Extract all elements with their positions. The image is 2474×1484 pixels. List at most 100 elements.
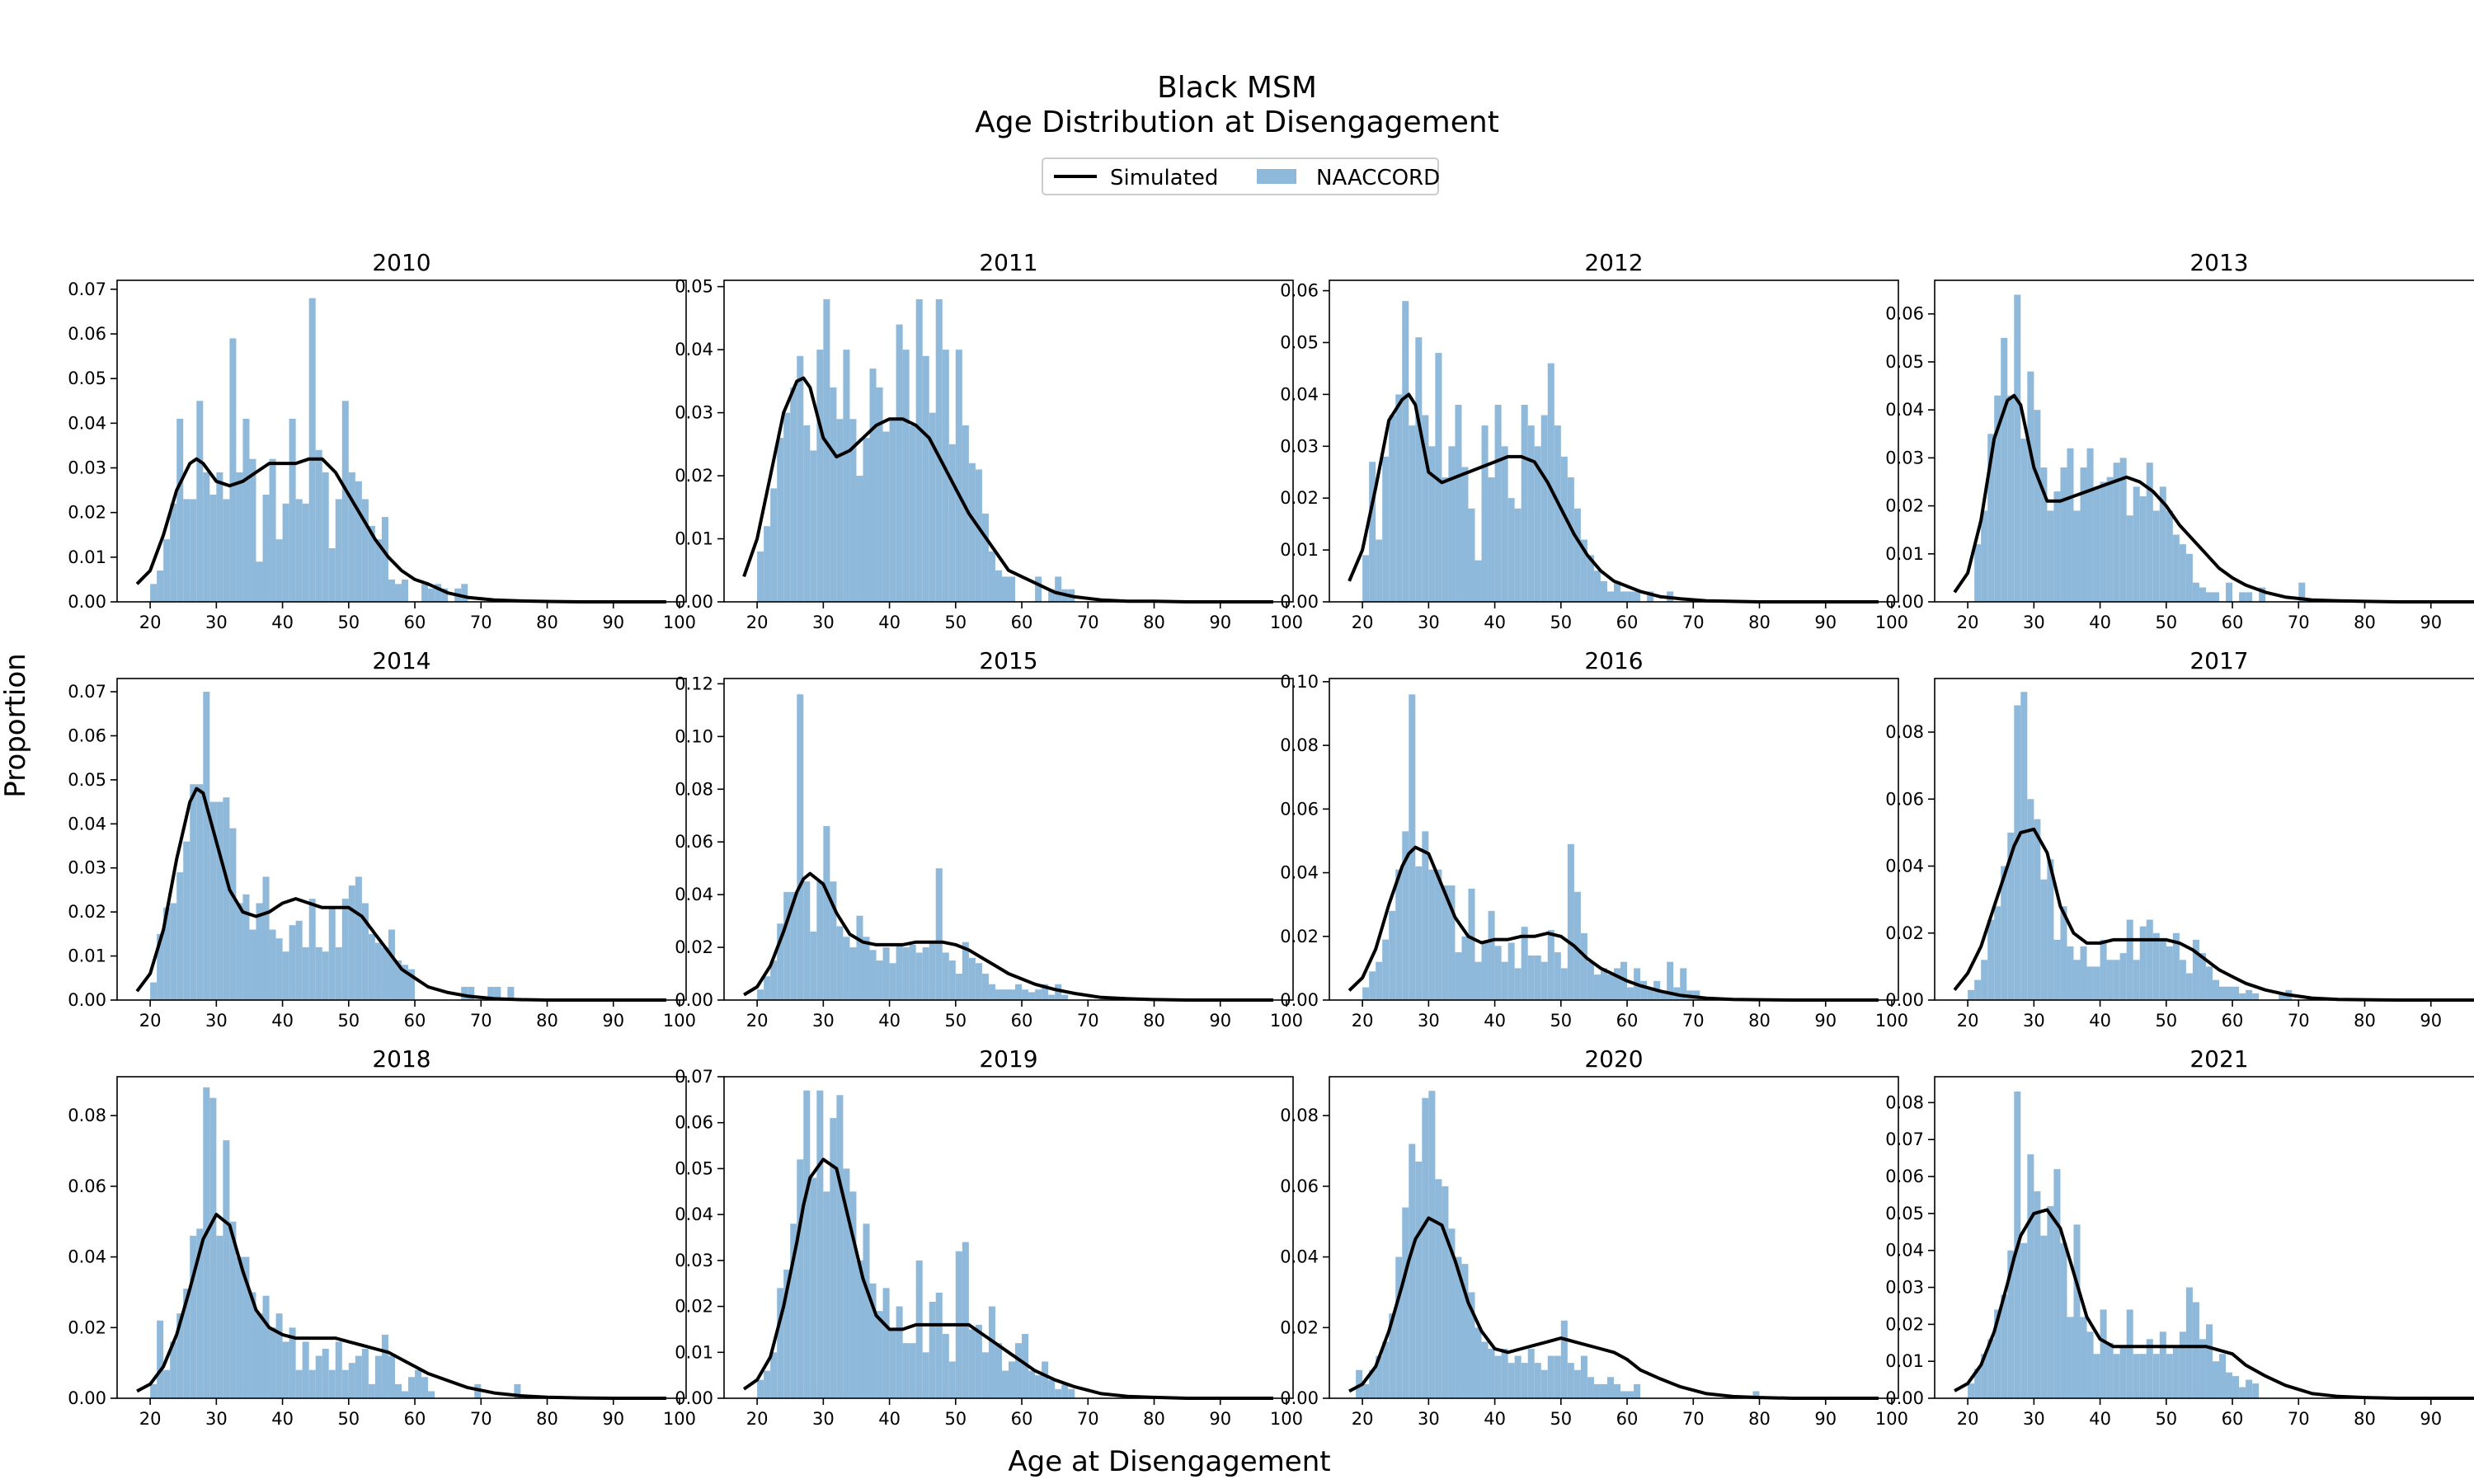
histogram-bar: [770, 960, 778, 1000]
histogram-bar: [223, 499, 230, 602]
histogram-bar: [2080, 946, 2087, 1000]
histogram-bar: [1560, 1320, 1568, 1398]
x-tick-label: 60: [404, 1011, 426, 1031]
axes-frame: [1329, 1076, 1899, 1399]
histogram-bar: [1580, 932, 1587, 1000]
y-tick-label: 0.06: [675, 832, 713, 852]
y-tick-label: 0.03: [1885, 448, 1924, 467]
x-tick-label: 30: [812, 613, 835, 632]
histogram-bar: [2146, 1339, 2153, 1398]
histogram-bar: [2073, 1224, 2081, 1398]
histogram-bar: [836, 1095, 844, 1398]
x-tick-label: 60: [404, 613, 426, 632]
y-tick-label: 0.02: [68, 503, 106, 523]
panel-title: 2017: [2189, 647, 2248, 674]
histogram-bar: [1600, 1383, 1607, 1398]
histogram-bar: [1587, 961, 1594, 1000]
x-tick-label: 20: [1957, 1409, 1979, 1429]
histogram-bar: [223, 797, 230, 1000]
histogram-bar: [1614, 580, 1621, 602]
histogram-bar: [2020, 692, 2028, 1000]
histogram-bar: [915, 952, 923, 1000]
y-tick-label: 0.04: [1280, 1247, 1319, 1267]
x-tick-label: 90: [602, 1011, 624, 1031]
histogram-bar: [1667, 961, 1674, 1000]
histogram-bar: [190, 1235, 197, 1398]
axes-frame: [116, 678, 687, 1001]
histogram-bar: [1580, 539, 1587, 602]
histogram-bar: [882, 1288, 890, 1398]
x-tick-label: 70: [2288, 613, 2310, 632]
histogram-bar: [269, 929, 276, 1000]
y-tick-label: 0.00: [1885, 1388, 1924, 1408]
histogram-bar: [2020, 439, 2028, 602]
x-tick-label: 30: [2023, 613, 2045, 632]
histogram-bar: [975, 469, 982, 602]
histogram-bar: [295, 1369, 303, 1398]
histogram-bar: [1422, 415, 1429, 602]
histogram-bar: [935, 1292, 943, 1398]
histogram-bar: [1409, 694, 1416, 1000]
x-tick-label: 40: [1484, 1409, 1506, 1429]
histogram-bar: [275, 1313, 283, 1398]
x-tick-label: 60: [1011, 1011, 1033, 1031]
histogram-bar: [2246, 1379, 2253, 1398]
histogram-bar: [2073, 510, 2081, 602]
histogram-bar: [2146, 463, 2153, 602]
histogram-bar: [2185, 553, 2193, 602]
histogram-bar: [1475, 560, 1482, 602]
histogram-bar: [909, 944, 916, 1000]
histogram-bar: [2001, 337, 2008, 602]
histogram-bar: [1448, 885, 1456, 1000]
x-tick-label: 80: [1748, 613, 1771, 632]
histogram-bar: [2086, 966, 2094, 1000]
histogram-bar: [2232, 1376, 2240, 1398]
legend-swatch-naaccord: [1257, 169, 1296, 184]
histogram-bar: [1015, 1343, 1023, 1398]
histogram-bar: [1395, 394, 1403, 602]
histogram-bar: [2080, 467, 2087, 602]
x-tick-label: 90: [1209, 613, 1231, 632]
x-tick-label: 90: [1814, 1011, 1837, 1031]
histogram-bar: [2246, 989, 2253, 1000]
histogram-bar: [1647, 987, 1654, 1000]
histogram-bar: [2034, 1190, 2041, 1398]
histogram-bar: [1494, 1355, 1502, 1398]
histogram-bar: [2027, 371, 2034, 602]
histogram-bar: [223, 1140, 230, 1398]
x-tick-label: 30: [1418, 1409, 1440, 1429]
histogram-bar: [1573, 508, 1581, 602]
histogram-bar: [402, 1391, 409, 1398]
x-tick-label: 50: [1550, 613, 1572, 632]
histogram-bar: [170, 503, 177, 602]
histogram-bar: [2199, 1339, 2206, 1398]
x-tick-label: 40: [2089, 613, 2111, 632]
histogram-bar: [394, 584, 402, 602]
x-tick-label: 80: [2354, 1409, 2376, 1429]
y-tick-label: 0.12: [675, 674, 713, 693]
panel-title: 2020: [1584, 1045, 1643, 1073]
histogram-bar: [236, 472, 243, 602]
histogram-bar: [909, 425, 916, 602]
kde-line: [135, 787, 666, 1002]
histogram-bar: [2067, 1317, 2074, 1398]
y-tick-label: 0.08: [1280, 1106, 1319, 1125]
x-tick-label: 20: [1957, 1011, 1979, 1031]
histogram-bar: [1415, 1161, 1423, 1398]
axes-frame: [1934, 279, 2474, 603]
histogram-bar: [381, 1334, 388, 1398]
y-tick-label: 0.02: [1885, 923, 1924, 943]
x-tick-label: 50: [1550, 1011, 1572, 1031]
histogram-bar: [975, 1324, 982, 1398]
histogram-bar: [1573, 891, 1581, 1000]
histogram-bar: [335, 499, 342, 602]
histogram-bar: [1627, 591, 1634, 602]
histogram-bar: [882, 947, 890, 1000]
x-tick-label: 80: [1143, 1011, 1165, 1031]
histogram-bar: [1647, 591, 1654, 602]
legend: Simulated NAACCORD: [1042, 157, 1440, 195]
histogram-bar: [896, 1306, 903, 1398]
histogram-bar: [2113, 1354, 2120, 1398]
panel-2018: 2018 20 30 40 50 60 70 80 90 100 0.00 0.02 0.04 0.06 0…: [68, 1045, 696, 1429]
